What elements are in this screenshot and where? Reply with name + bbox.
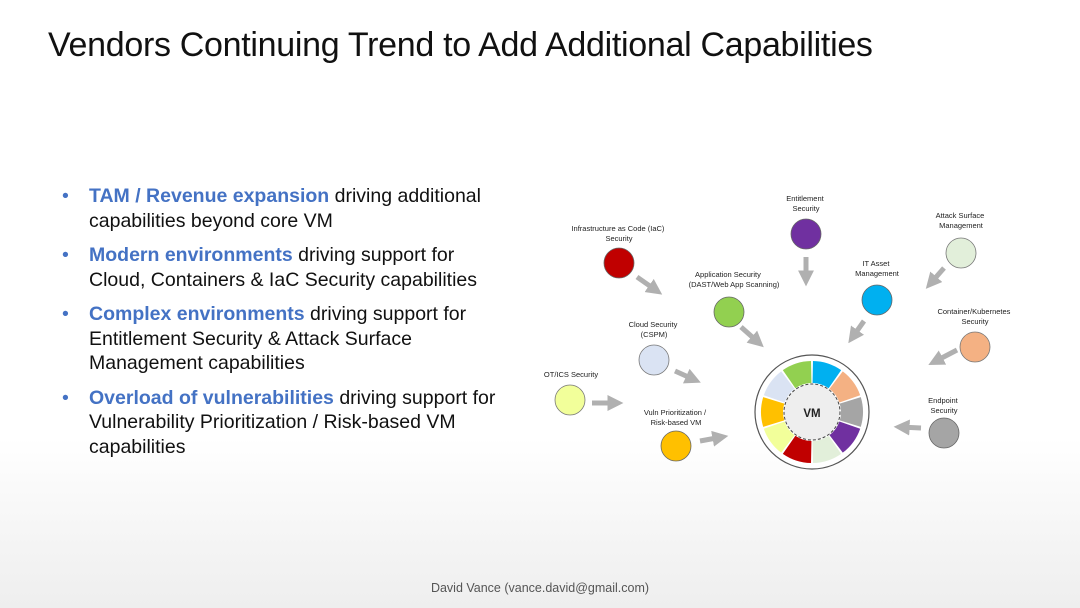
bullet-text: driving additional capabilities beyond c… [89, 185, 481, 232]
iac-circle [603, 247, 635, 279]
node-label-line: Cloud Security [629, 320, 678, 329]
node-label: Cloud Security (CSPM) [629, 320, 680, 339]
node-label-line: Risk-based VM [651, 418, 702, 427]
node-label: Container/Kubernetes Security [937, 307, 1012, 326]
bullet-item: • TAM / Revenue expansion driving additio… [62, 184, 510, 233]
bullet-highlight: Modern environments [89, 244, 293, 266]
node-label-line: Security [961, 317, 988, 326]
vm-capabilities-diagram: VM Entitlement Security Attack Surface M… [544, 194, 1012, 470]
node-label-line: Application Security [695, 270, 761, 279]
node-label: Attack Surface Management [936, 211, 987, 230]
bullet-item: • Modern environments driving support for… [62, 243, 510, 292]
node-label-line: (DAST/Web App Scanning) [689, 280, 780, 289]
node-label-line: OT/ICS Security [544, 370, 598, 379]
node-label-line: Container/Kubernetes [937, 307, 1010, 316]
node-container: Container/Kubernetes Security [937, 307, 1012, 363]
arrows [592, 257, 959, 447]
ring-segment-app-security [782, 361, 812, 389]
vm-center-label: VM [803, 408, 820, 420]
node-label: Endpoint Security [928, 396, 960, 415]
ot-ics-circle [554, 384, 586, 416]
node-label-line: IT Asset [862, 259, 890, 268]
node-app-security: Application Security (DAST/Web App Scann… [689, 270, 780, 328]
attack-surface-circle [945, 237, 977, 269]
ring-segment-ot-ics [763, 421, 795, 453]
arrow-container [928, 347, 959, 365]
node-endpoint: Endpoint Security [928, 396, 960, 449]
ring-segment-it-asset [812, 361, 842, 389]
arrow-iac [635, 274, 663, 295]
it-asset-circle [861, 284, 893, 316]
node-label-line: Management [855, 269, 900, 278]
ring-segment-iac [782, 435, 812, 463]
node-it-asset: IT Asset Management [855, 259, 900, 316]
node-label-line: Security [930, 406, 957, 415]
node-label-line: Security [605, 234, 632, 243]
arrow-it-asset [848, 319, 867, 344]
ring-segment-cloud [763, 371, 795, 403]
node-label-line: Attack Surface [936, 211, 985, 220]
arrow-cloud [673, 368, 701, 384]
bullet-highlight: Complex environments [89, 303, 305, 325]
bullet-dot-icon: • [62, 386, 69, 409]
node-label: Application Security (DAST/Web App Scann… [689, 270, 780, 289]
node-entitlement: Entitlement Security [786, 194, 826, 250]
bullet-highlight: TAM / Revenue expansion [89, 185, 330, 207]
node-cloud: Cloud Security (CSPM) [629, 320, 680, 376]
node-label: Infrastructure as Code (IaC) Security [571, 224, 666, 243]
app-security-circle [713, 296, 745, 328]
node-ot-ics: OT/ICS Security [544, 370, 598, 416]
vm-capability-ring [761, 361, 863, 463]
node-label-line: Management [939, 221, 984, 230]
node-label-line: (CSPM) [641, 330, 668, 339]
ring-segment-endpoint [839, 397, 863, 427]
endpoint-circle [928, 417, 960, 449]
node-attack-surface: Attack Surface Management [936, 211, 987, 269]
ring-segment-container [829, 371, 861, 403]
bullet-highlight: Overload of vulnerabilities [89, 386, 334, 409]
bullet-list: • TAM / Revenue expansion driving additio… [62, 184, 510, 469]
vm-inner-circle [783, 383, 841, 441]
slide-title: Vendors Continuing Trend to Add Addition… [48, 26, 873, 64]
bullet-dot-icon: • [62, 185, 69, 207]
node-label-line: Entitlement [786, 194, 824, 203]
node-label-line: Security [792, 204, 819, 213]
node-label: Entitlement Security [786, 194, 826, 213]
node-label: Vuln Prioritization / Risk-based VM [644, 408, 708, 427]
cloud-circle [638, 344, 670, 376]
ring-segment-attack-surface [812, 435, 842, 463]
bullet-text: driving support for Vulnerability Priori… [89, 386, 496, 458]
bullet-text: driving support for Entitlement Security… [89, 303, 467, 374]
node-label-line: Endpoint [928, 396, 959, 405]
node-label-line: Vuln Prioritization / [644, 408, 707, 417]
bullet-text: driving support for Cloud, Containers & … [89, 244, 478, 291]
bullet-item: • Complex environments driving support fo… [62, 302, 510, 376]
ring-segment-entitlement [829, 421, 861, 453]
node-label-line: Infrastructure as Code (IaC) [571, 224, 664, 233]
arrow-attack-surface [925, 266, 946, 289]
bullet-dot-icon: • [62, 244, 69, 266]
arrow-endpoint [893, 419, 922, 436]
entitlement-circle [790, 218, 822, 250]
node-label: IT Asset Management [855, 259, 900, 278]
node-iac: Infrastructure as Code (IaC) Security [571, 224, 666, 279]
arrow-app-security [739, 325, 764, 348]
footer-author: David Vance (vance.david@gmail.com) [430, 581, 650, 595]
container-circle [959, 331, 991, 363]
ring-segment-vuln-prioritization [761, 397, 785, 427]
bullet-item: • Overload of vulnerabilities driving sup… [62, 386, 510, 460]
arrow-vuln-prioritization [699, 430, 729, 447]
vuln-prioritization-circle [660, 430, 692, 462]
bullet-dot-icon: • [62, 303, 69, 325]
node-label: OT/ICS Security [544, 370, 598, 379]
node-vuln-prioritization: Vuln Prioritization / Risk-based VM [644, 408, 708, 462]
